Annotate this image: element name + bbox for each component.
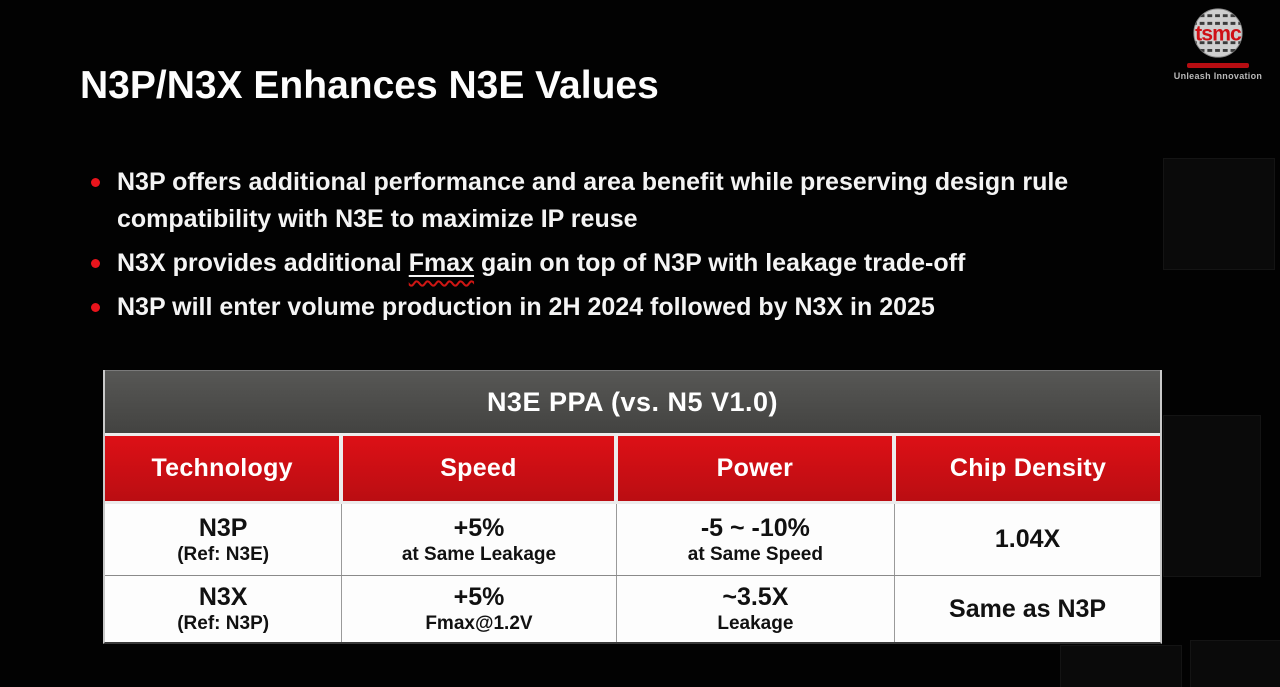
cell-main: +5% (453, 583, 505, 611)
bullet-text: N3P offers additional performance and ar… (117, 168, 1069, 233)
bullet-text: N3P will enter volume production in 2H 2… (117, 293, 935, 321)
cell-sub: (Ref: N3P) (177, 613, 270, 634)
bullet-text-underlined: Fmax (409, 249, 474, 277)
cell-power: -5 ~ -10% at Same Speed (615, 504, 895, 575)
cell-chip-density: Same as N3P (894, 576, 1160, 642)
cell-main: ~3.5X (722, 583, 789, 611)
bullet-item: N3P will enter volume production in 2H 2… (80, 289, 1200, 326)
bullet-text: N3X provides additional (117, 249, 409, 277)
tsmc-logo: tsmc Unleash Innovation (1170, 6, 1266, 81)
cell-technology: N3P (Ref: N3E) (105, 504, 341, 575)
bullet-item: N3X provides additional Fmax gain on top… (80, 245, 1200, 282)
header-cell-power: Power (617, 436, 893, 501)
cell-speed: +5% Fmax@1.2V (341, 576, 615, 642)
bullet-marker-icon (91, 303, 100, 312)
background-pattern-square (1163, 415, 1261, 577)
wafer-logo-icon: tsmc (1193, 8, 1243, 58)
cell-power: ~3.5X Leakage (615, 576, 895, 642)
header-cell-speed: Speed (343, 436, 614, 501)
cell-technology: N3X (Ref: N3P) (105, 576, 341, 642)
cell-main: Same as N3P (949, 594, 1107, 623)
bullet-text: gain on top of N3P with leakage trade-of… (474, 249, 966, 277)
cell-sub: Leakage (717, 613, 794, 634)
cell-sub: at Same Speed (687, 543, 823, 565)
cell-main: -5 ~ -10% (700, 513, 810, 542)
table-row: N3X (Ref: N3P) +5% Fmax@1.2V ~3.5X Leaka… (105, 575, 1160, 642)
cell-sub: at Same Leakage (401, 543, 557, 565)
cell-main: N3X (198, 583, 248, 611)
cell-main: +5% (453, 513, 505, 542)
table-header-row: Technology Speed Power Chip Density (105, 433, 1160, 504)
bullet-marker-icon (91, 178, 100, 187)
background-pattern-square (1163, 158, 1275, 270)
bullet-list: N3P offers additional performance and ar… (80, 164, 1200, 333)
logo-tagline: Unleash Innovation (1173, 71, 1263, 81)
bullet-item: N3P offers additional performance and ar… (80, 164, 1200, 238)
bullet-marker-icon (91, 259, 100, 268)
logo-underline (1187, 63, 1249, 68)
page-title: N3P/N3X Enhances N3E Values (80, 64, 659, 107)
spellcheck-wavy-text: Fmax (408, 249, 475, 277)
cell-sub: (Ref: N3E) (177, 543, 270, 565)
header-cell-chip-density: Chip Density (896, 436, 1160, 501)
table-title: N3E PPA (vs. N5 V1.0) (105, 370, 1160, 433)
background-pattern-square (1190, 640, 1280, 687)
cell-speed: +5% at Same Leakage (341, 504, 615, 575)
svg-text:tsmc: tsmc (1195, 22, 1242, 46)
table-row: N3P (Ref: N3E) +5% at Same Leakage -5 ~ … (105, 504, 1160, 575)
ppa-table: N3E PPA (vs. N5 V1.0) Technology Speed P… (103, 370, 1162, 644)
cell-chip-density: 1.04X (894, 504, 1160, 575)
cell-main: N3P (198, 513, 248, 542)
header-cell-technology: Technology (105, 436, 340, 501)
background-pattern-square (1060, 645, 1182, 687)
cell-sub: Fmax@1.2V (425, 613, 533, 634)
cell-main: 1.04X (994, 525, 1061, 553)
